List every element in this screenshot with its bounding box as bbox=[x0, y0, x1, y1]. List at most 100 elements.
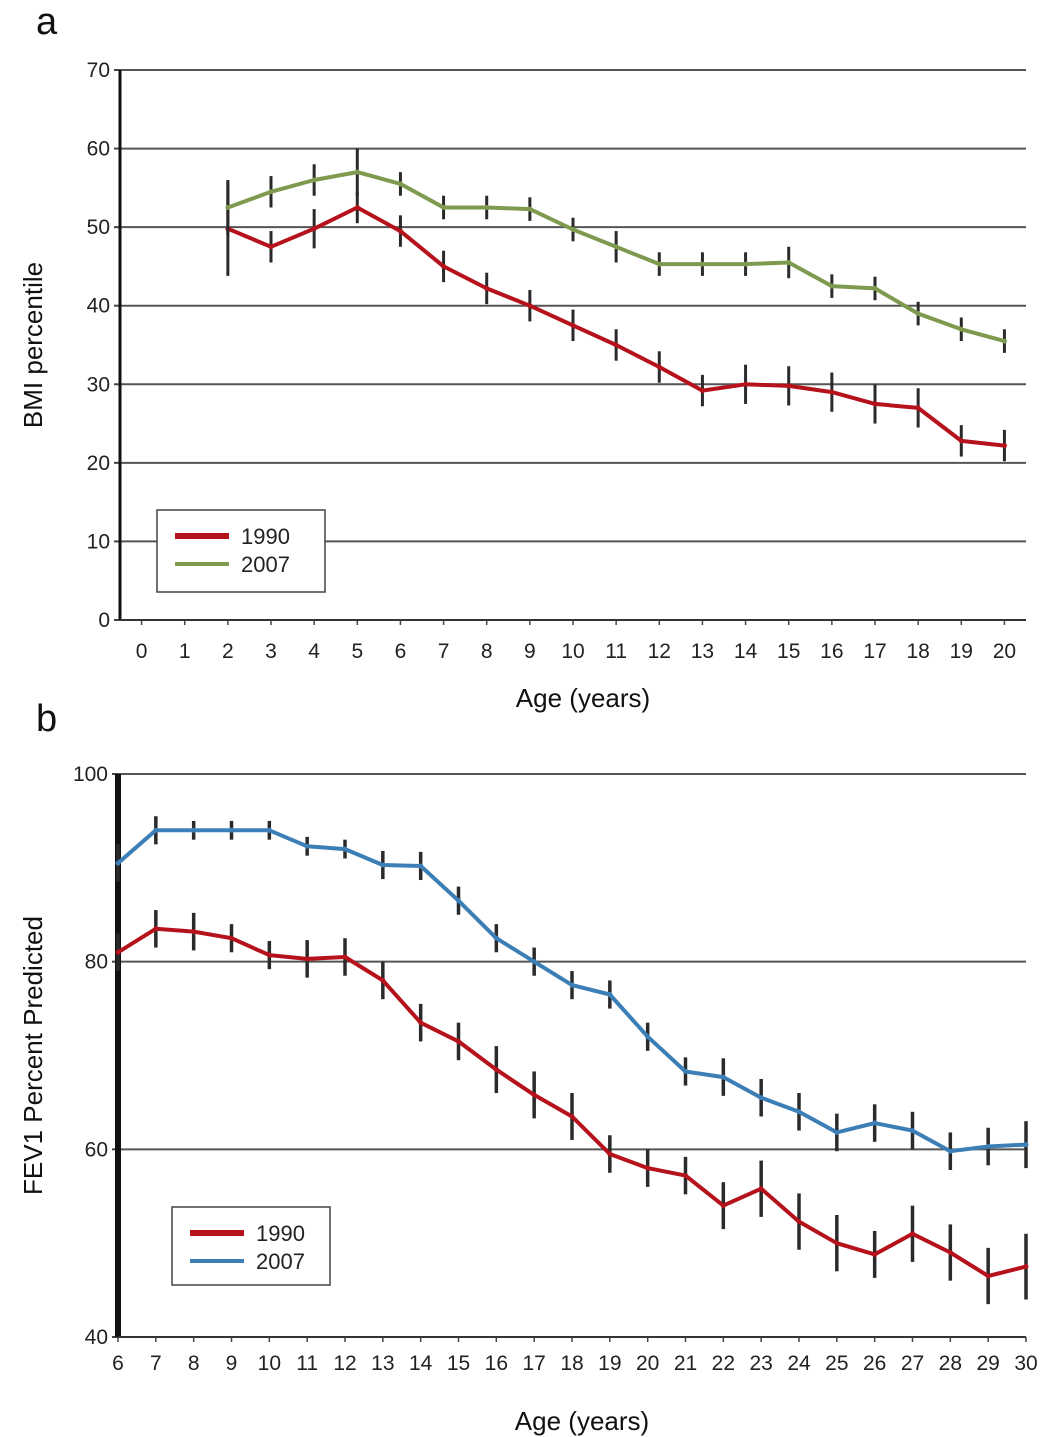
y-tick-label: 0 bbox=[98, 609, 110, 632]
data-point bbox=[829, 389, 835, 395]
x-tick-label: 0 bbox=[136, 640, 148, 663]
data-point bbox=[527, 303, 533, 309]
data-point bbox=[872, 1251, 878, 1257]
data-point bbox=[720, 1074, 726, 1080]
y-tick-label: 50 bbox=[87, 216, 110, 239]
x-tick-label: 16 bbox=[485, 1352, 508, 1375]
data-point bbox=[484, 205, 490, 210]
x-tick-label: 2 bbox=[222, 640, 234, 663]
x-tick-label: 12 bbox=[648, 640, 671, 663]
panel-letter: a bbox=[36, 1, 58, 43]
data-point bbox=[607, 992, 613, 998]
x-tick-label: 7 bbox=[438, 640, 450, 663]
data-point bbox=[418, 1020, 424, 1026]
data-point bbox=[786, 383, 792, 389]
data-point bbox=[266, 827, 272, 833]
data-point bbox=[225, 205, 231, 210]
data-point bbox=[834, 1240, 840, 1246]
data-point bbox=[743, 381, 749, 387]
data-point bbox=[683, 1068, 688, 1074]
data-point bbox=[947, 1148, 953, 1154]
x-axis-title: Age (years) bbox=[516, 683, 650, 713]
x-tick-label: 9 bbox=[524, 640, 536, 663]
data-point bbox=[570, 322, 576, 328]
legend-label: 2007 bbox=[241, 552, 290, 577]
data-point bbox=[656, 261, 662, 267]
x-tick-label: 18 bbox=[906, 640, 929, 663]
data-point bbox=[796, 1109, 802, 1115]
data-point bbox=[947, 1250, 953, 1256]
x-tick-label: 20 bbox=[636, 1352, 659, 1375]
x-tick-label: 3 bbox=[265, 640, 277, 663]
data-point bbox=[153, 926, 159, 932]
x-tick-label: 5 bbox=[351, 640, 363, 663]
data-point bbox=[743, 261, 749, 267]
data-point bbox=[153, 827, 159, 833]
data-point bbox=[342, 954, 348, 960]
data-point bbox=[958, 438, 964, 444]
data-point bbox=[342, 846, 348, 852]
data-point bbox=[397, 228, 403, 234]
panel-b-chart: b 40 60 80 100 6 7 8 9 10 11 12 13 14 15 16 17 18 19 20 21 22… bbox=[18, 698, 1038, 1436]
data-point bbox=[569, 982, 575, 988]
data-point bbox=[796, 1219, 802, 1225]
legend: 1990 2007 bbox=[171, 1206, 331, 1286]
data-point bbox=[958, 326, 964, 332]
x-tick-label: 13 bbox=[691, 640, 714, 663]
x-tick-label: 15 bbox=[447, 1352, 470, 1375]
x-tick-label: 23 bbox=[749, 1352, 772, 1375]
data-point bbox=[607, 1151, 613, 1157]
data-point bbox=[613, 244, 619, 250]
data-point bbox=[786, 260, 792, 265]
data-point bbox=[418, 863, 424, 869]
data-point bbox=[493, 935, 499, 941]
y-tick-label: 20 bbox=[87, 452, 110, 475]
x-tick-label: 10 bbox=[258, 1352, 281, 1375]
y-tick-label: 70 bbox=[87, 59, 110, 82]
data-point bbox=[268, 244, 274, 250]
x-tick-label: 9 bbox=[226, 1352, 238, 1375]
y-axis-title: BMI percentile bbox=[18, 262, 48, 428]
y-tick-label: 60 bbox=[87, 138, 110, 161]
data-point bbox=[829, 283, 835, 289]
x-tick-label: 21 bbox=[674, 1352, 697, 1375]
data-point bbox=[311, 177, 317, 183]
y-tick-label: 30 bbox=[87, 373, 110, 396]
data-point bbox=[872, 1120, 878, 1126]
series-1990 bbox=[225, 181, 1007, 462]
x-tick-label: 8 bbox=[188, 1352, 200, 1375]
x-tick-label: 1 bbox=[179, 640, 191, 663]
data-point bbox=[397, 181, 403, 187]
panel-letter: b bbox=[36, 698, 57, 740]
legend: 1990 2007 bbox=[156, 509, 326, 593]
data-point bbox=[683, 1173, 688, 1179]
legend-box bbox=[156, 509, 326, 593]
x-tick-label: 25 bbox=[825, 1352, 848, 1375]
x-tick-label: 28 bbox=[939, 1352, 962, 1375]
x-tick-label: 11 bbox=[605, 640, 627, 663]
y-axis-title: FEV1 Percent Predicted bbox=[18, 916, 48, 1195]
data-point bbox=[569, 1113, 575, 1119]
data-point bbox=[191, 929, 197, 935]
data-point bbox=[268, 189, 274, 195]
data-point bbox=[304, 843, 310, 849]
series-2007 bbox=[225, 148, 1007, 353]
y-tick-label: 80 bbox=[85, 951, 108, 974]
data-point bbox=[531, 1092, 537, 1098]
x-tick-label: 29 bbox=[976, 1352, 999, 1375]
data-point bbox=[527, 206, 533, 212]
data-point bbox=[229, 827, 234, 833]
data-point bbox=[570, 227, 576, 232]
legend-label: 1990 bbox=[256, 1221, 305, 1246]
data-point bbox=[720, 1203, 726, 1209]
legend-label: 2007 bbox=[256, 1249, 305, 1274]
data-point bbox=[493, 1067, 499, 1073]
x-tick-label: 6 bbox=[395, 640, 407, 663]
data-point bbox=[304, 956, 310, 962]
data-point bbox=[758, 1186, 764, 1192]
data-point bbox=[311, 226, 317, 232]
series-1990 bbox=[115, 910, 1029, 1305]
x-tick-label: 17 bbox=[522, 1352, 545, 1375]
